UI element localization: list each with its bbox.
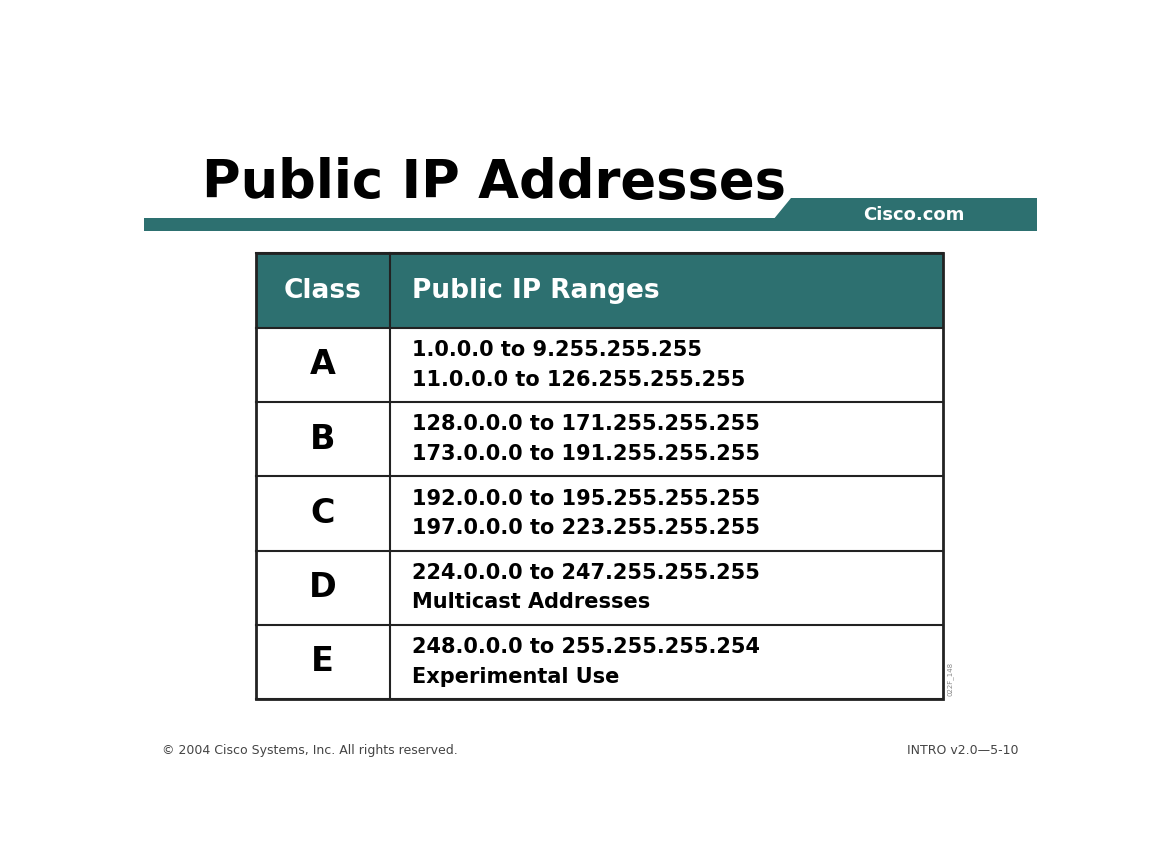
Bar (256, 253, 943, 327)
Bar (256, 625, 943, 699)
Text: INTRO v2.0—5-10: INTRO v2.0—5-10 (908, 744, 1018, 757)
Bar (256, 550, 943, 625)
Text: E: E (311, 645, 334, 678)
Text: D: D (309, 571, 336, 604)
Text: 248.0.0.0 to 255.255.255.254
Experimental Use: 248.0.0.0 to 255.255.255.254 Experimenta… (412, 637, 760, 687)
Bar (256, 476, 943, 550)
Text: C: C (310, 497, 335, 530)
Text: Class: Class (283, 277, 362, 303)
Bar (256, 327, 943, 402)
Bar (144, 218, 1037, 232)
Text: 224.0.0.0 to 247.255.255.255
Multicast Addresses: 224.0.0.0 to 247.255.255.255 Multicast A… (412, 562, 760, 613)
Text: Public IP Ranges: Public IP Ranges (412, 277, 660, 303)
Text: Public IP Addresses: Public IP Addresses (202, 157, 786, 209)
Text: © 2004 Cisco Systems, Inc. All rights reserved.: © 2004 Cisco Systems, Inc. All rights re… (161, 744, 457, 757)
Text: 128.0.0.0 to 171.255.255.255
173.0.0.0 to 191.255.255.255: 128.0.0.0 to 171.255.255.255 173.0.0.0 t… (412, 415, 760, 464)
Text: B: B (310, 422, 335, 455)
Polygon shape (765, 198, 1037, 232)
Text: 022F_148: 022F_148 (947, 662, 954, 696)
Text: 1.0.0.0 to 9.255.255.255
11.0.0.0 to 126.255.255.255: 1.0.0.0 to 9.255.255.255 11.0.0.0 to 126… (412, 340, 745, 390)
Bar (256, 253, 943, 699)
Text: Cisco.com: Cisco.com (863, 206, 964, 224)
Text: A: A (310, 348, 335, 381)
Bar (256, 402, 943, 476)
Text: 192.0.0.0 to 195.255.255.255
197.0.0.0 to 223.255.255.255: 192.0.0.0 to 195.255.255.255 197.0.0.0 t… (412, 488, 760, 538)
